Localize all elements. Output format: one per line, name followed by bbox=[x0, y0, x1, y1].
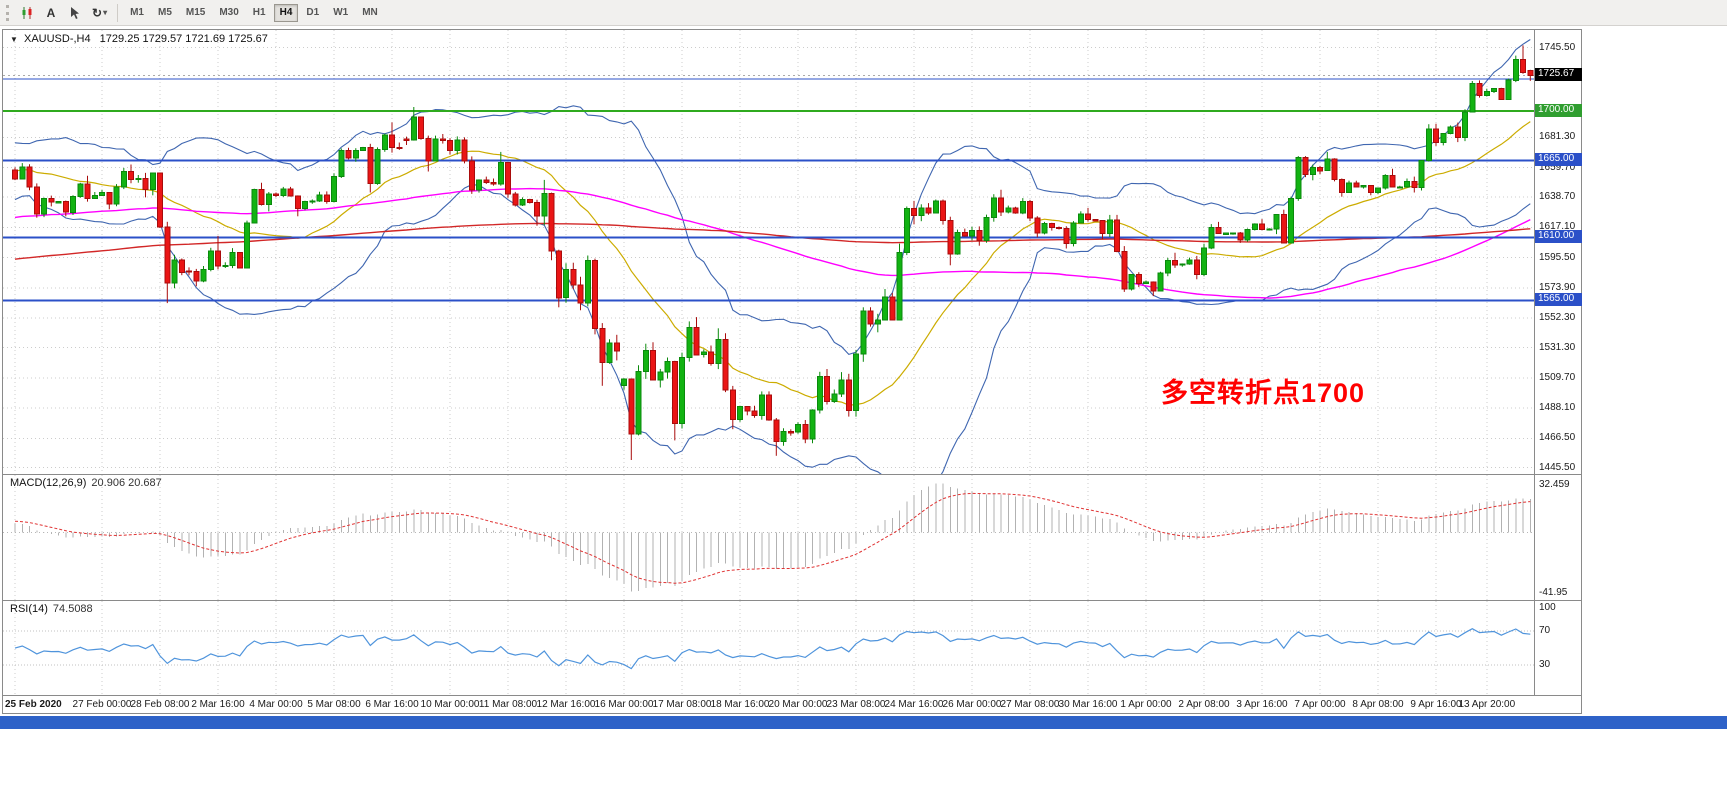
macd-canvas[interactable] bbox=[3, 475, 1534, 600]
rsi-canvas[interactable] bbox=[3, 601, 1534, 695]
ohlc-values: 1729.25 1729.57 1721.69 1725.67 bbox=[99, 33, 268, 45]
time-label: 2 Apr 08:00 bbox=[1178, 699, 1230, 710]
price-tick: 1617.10 bbox=[1539, 221, 1576, 233]
timeframe-button-h4[interactable]: H4 bbox=[273, 3, 299, 22]
timeframe-button-d1[interactable]: D1 bbox=[300, 4, 325, 22]
rsi-title: RSI(14) bbox=[10, 603, 48, 615]
collapse-icon[interactable]: ▼ bbox=[10, 35, 18, 44]
macd-values: 20.906 20.687 bbox=[91, 477, 162, 489]
time-label: 25 Feb 2020 bbox=[5, 699, 62, 710]
level-price-box: 1610.00 bbox=[1535, 230, 1582, 244]
time-label: 2 Mar 16:00 bbox=[191, 699, 245, 710]
chart-tool-button[interactable] bbox=[16, 3, 38, 23]
price-tick: 1488.10 bbox=[1539, 402, 1576, 413]
level-price-box: 1665.00 bbox=[1535, 153, 1582, 167]
timeframe-button-w1[interactable]: W1 bbox=[327, 4, 354, 22]
time-label: 17 Mar 08:00 bbox=[652, 699, 712, 710]
rsi-axis-label: 100 bbox=[1539, 602, 1556, 613]
chart-annotation-text[interactable]: 多空转折点1700 bbox=[1161, 378, 1366, 408]
rsi-axis-label: 70 bbox=[1539, 624, 1551, 636]
timeframe-button-h1[interactable]: H1 bbox=[247, 4, 272, 22]
chart-ohlc-header: ▼ XAUUSD-,H4 1729.25 1729.57 1721.69 172… bbox=[10, 33, 268, 45]
macd-axis-max: 32.459 bbox=[1539, 479, 1570, 490]
candlestick-chart-icon bbox=[22, 6, 32, 19]
time-label: 4 Mar 00:00 bbox=[249, 699, 303, 710]
rsi-axis-label: 30 bbox=[1539, 659, 1551, 671]
timeframe-button-group: M1 M5 M15 M30 H1 H4 D1 W1 MN bbox=[124, 3, 384, 22]
cycle-tool-button[interactable]: ↻ ▾ bbox=[88, 3, 111, 23]
price-tick: 1466.50 bbox=[1539, 432, 1576, 444]
timeframe-button-m5[interactable]: M5 bbox=[152, 4, 178, 22]
macd-panel: MACD(12,26,9) 20.906 20.687 32.459 -41.95 bbox=[3, 474, 1581, 600]
toolbar: A ↻ ▾ M1 M5 M15 M30 H1 H4 D1 W1 MN bbox=[0, 0, 1727, 26]
bottom-bar bbox=[0, 716, 1727, 729]
level-price-box: 1565.00 bbox=[1535, 293, 1582, 307]
timeframe-button-m1[interactable]: M1 bbox=[124, 4, 150, 22]
toolbar-separator bbox=[117, 3, 119, 22]
cycle-icon: ↻ bbox=[92, 5, 103, 20]
time-label: 20 Mar 00:00 bbox=[768, 699, 828, 710]
macd-axis[interactable]: 32.459 -41.95 bbox=[1534, 475, 1581, 600]
price-axis[interactable]: 1745.50 1681.30 1659.70 1638.70 1617.10 1595.… bbox=[1534, 30, 1582, 474]
macd-title: MACD(12,26,9) bbox=[10, 477, 87, 489]
toolbar-drag-handle[interactable] bbox=[6, 4, 10, 21]
level-price-box: 1700.00 bbox=[1535, 104, 1582, 118]
time-label: 1 Apr 00:00 bbox=[1120, 699, 1172, 710]
time-label: 11 Mar 08:00 bbox=[478, 699, 538, 710]
price-tick: 1445.50 bbox=[1539, 461, 1576, 473]
time-label: 13 Apr 20:00 bbox=[1458, 699, 1516, 710]
price-tick: 1659.70 bbox=[1539, 161, 1576, 173]
time-label: 26 Mar 00:00 bbox=[942, 699, 1002, 710]
price-tick: 1509.70 bbox=[1539, 371, 1576, 383]
timeframe-button-mn[interactable]: MN bbox=[356, 4, 384, 22]
price-tick: 1745.50 bbox=[1539, 41, 1576, 53]
rsi-value: 74.5088 bbox=[52, 603, 93, 615]
symbol-label: XAUUSD-,H4 bbox=[23, 33, 91, 45]
time-axis[interactable]: 25 Feb 2020 27 Feb 00:00 28 Feb 08:00 2 Mar… bbox=[3, 695, 1581, 713]
time-label: 18 Mar 16:00 bbox=[710, 699, 770, 710]
price-tick: 1638.70 bbox=[1539, 191, 1576, 203]
price-tick: 1595.50 bbox=[1539, 251, 1576, 263]
main-chart-canvas[interactable] bbox=[3, 30, 1534, 474]
rsi-panel: RSI(14) 74.5088 100 70 30 bbox=[3, 600, 1581, 695]
macd-header: MACD(12,26,9) 20.906 20.687 bbox=[10, 477, 162, 489]
time-label: 7 Apr 00:00 bbox=[1294, 699, 1346, 710]
chart-window: ▼ XAUUSD-,H4 1729.25 1729.57 1721.69 172… bbox=[2, 29, 1582, 714]
main-chart-panel: ▼ XAUUSD-,H4 1729.25 1729.57 1721.69 172… bbox=[3, 30, 1582, 474]
macd-axis-min: -41.95 bbox=[1539, 587, 1568, 598]
time-label: 27 Feb 00:00 bbox=[72, 699, 132, 710]
tool-button-group: A ↻ ▾ bbox=[16, 3, 111, 23]
price-tick: 1552.30 bbox=[1539, 312, 1576, 324]
cursor-tool-button[interactable] bbox=[64, 3, 86, 23]
time-label: 8 Apr 08:00 bbox=[1352, 699, 1404, 710]
time-label: 16 Mar 00:00 bbox=[594, 699, 654, 710]
rsi-header: RSI(14) 74.5088 bbox=[10, 603, 93, 615]
time-label: 9 Apr 16:00 bbox=[1410, 699, 1462, 710]
cursor-icon bbox=[71, 6, 79, 19]
time-label: 24 Mar 16:00 bbox=[884, 699, 944, 710]
time-label: 12 Mar 16:00 bbox=[536, 699, 596, 710]
time-label: 30 Mar 16:00 bbox=[1058, 699, 1118, 710]
time-label: 6 Mar 16:00 bbox=[365, 699, 419, 710]
timeframe-button-m30[interactable]: M30 bbox=[213, 4, 244, 22]
price-tick: 1681.30 bbox=[1539, 131, 1576, 143]
current-price-box: 1725.67 bbox=[1535, 68, 1582, 82]
price-tick: 1573.90 bbox=[1539, 281, 1576, 293]
time-label: 5 Mar 08:00 bbox=[307, 699, 361, 710]
text-tool-button[interactable]: A bbox=[40, 3, 62, 23]
timeframe-button-m15[interactable]: M15 bbox=[180, 4, 211, 22]
time-label: 23 Mar 08:00 bbox=[826, 699, 886, 710]
time-label: 10 Mar 00:00 bbox=[420, 699, 480, 710]
time-label: 28 Feb 08:00 bbox=[130, 699, 190, 710]
price-tick: 1531.30 bbox=[1539, 341, 1576, 353]
time-label: 27 Mar 08:00 bbox=[1000, 699, 1060, 710]
rsi-axis[interactable]: 100 70 30 bbox=[1534, 601, 1581, 695]
time-label: 3 Apr 16:00 bbox=[1236, 699, 1288, 710]
chevron-down-icon: ▾ bbox=[103, 8, 108, 17]
